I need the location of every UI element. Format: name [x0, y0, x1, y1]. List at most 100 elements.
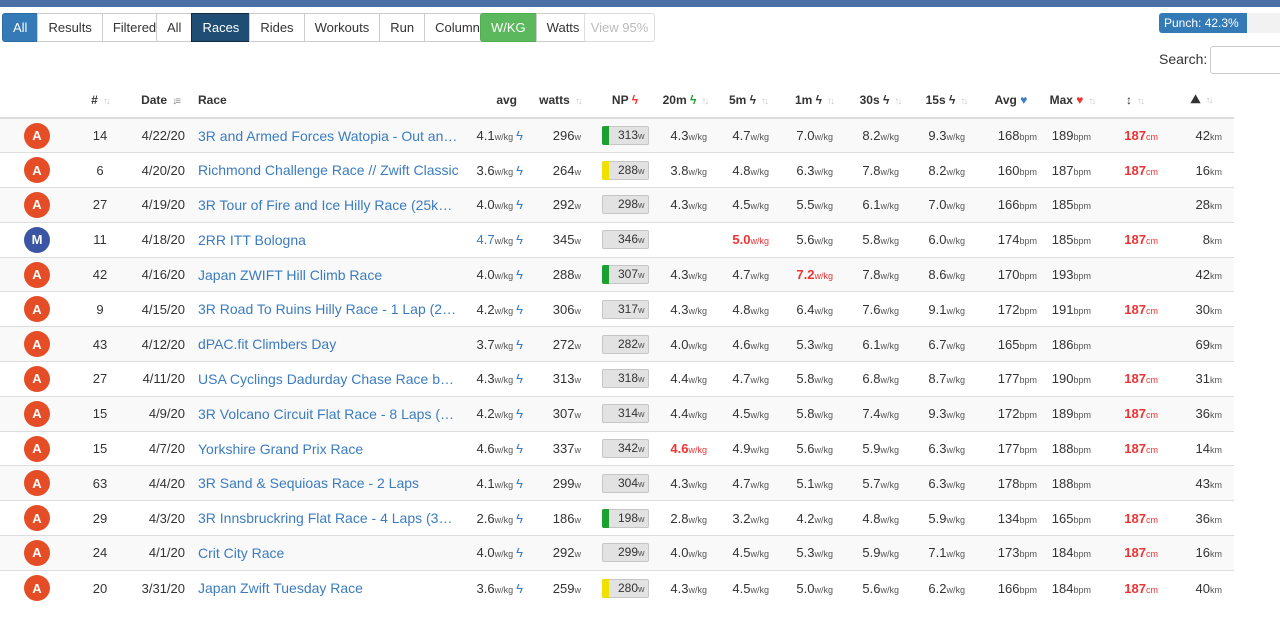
col-1m-header[interactable]: 1m ϟ ↑↓: [781, 82, 847, 119]
col-np-header[interactable]: NP ϟ: [595, 82, 655, 119]
col-date-header[interactable]: Date ↓≡: [125, 82, 195, 119]
bolt-icon[interactable]: ϟ: [516, 545, 523, 561]
avg-number: 3.6: [476, 162, 495, 178]
unit-label: w/kg: [688, 166, 707, 177]
race-link[interactable]: Richmond Challenge Race // Zwift Classic: [198, 162, 459, 179]
race-link[interactable]: 3R Sand & Sequioas Race - 2 Laps: [198, 475, 420, 492]
bolt-icon[interactable]: ϟ: [516, 232, 523, 248]
bolt-icon[interactable]: ϟ: [516, 475, 523, 491]
power-15s-cell-value: 8.6w/kg: [928, 267, 965, 282]
col-hr-avg-header[interactable]: Avg ♥: [979, 82, 1043, 119]
race-link[interactable]: Japan ZWIFT Hill Climb Race: [198, 266, 383, 283]
race-link[interactable]: 3R Road To Ruins Hilly Race - 1 Lap (29.…: [198, 301, 460, 318]
col-race-label: Race: [198, 92, 227, 107]
power-1m-cell-value: 5.1w/kg: [796, 476, 833, 491]
race-link[interactable]: Japan Zwift Tuesday Race: [198, 580, 363, 596]
race-link[interactable]: 3R and Armed Forces Watopia - Out and Ba…: [198, 127, 460, 144]
bolt-icon[interactable]: ϟ: [516, 267, 523, 283]
search-input[interactable]: [1210, 46, 1280, 74]
type-run-button[interactable]: Run: [379, 13, 426, 42]
race-link[interactable]: dPAC.fit Climbers Day: [198, 336, 337, 353]
power-5m-cell: 4.8w/kg: [715, 291, 781, 327]
type-races-button[interactable]: Races: [191, 13, 251, 42]
bolt-icon[interactable]: ϟ: [516, 336, 523, 352]
hr-max-cell: 190bpm: [1043, 361, 1101, 397]
watts-toggle-button[interactable]: Watts: [535, 13, 591, 42]
col-avg-header[interactable]: avg: [468, 82, 525, 119]
power-30s-cell: 8.2w/kg: [847, 117, 913, 153]
unit-label: bpm: [1019, 201, 1037, 212]
np-number: 307: [617, 267, 638, 282]
col-distance-header[interactable]: ⛰ ↑↓: [1168, 82, 1234, 119]
avg-number: 4.0: [476, 197, 495, 213]
power-30s-cell-value: 6.1w/kg: [862, 337, 899, 352]
bolt-icon[interactable]: ϟ: [516, 128, 523, 144]
bolt-icon[interactable]: ϟ: [516, 371, 523, 387]
hr-avg-number: 170: [997, 267, 1020, 283]
hr-avg-number: 134: [997, 510, 1020, 526]
race-link[interactable]: Crit City Race: [198, 544, 285, 561]
col-watts-header[interactable]: watts ↑↓: [525, 82, 595, 119]
power-15s-cell-value: 7.0w/kg: [928, 197, 965, 212]
col-category: [0, 82, 75, 119]
distance-number: 8: [1202, 232, 1210, 248]
power-5m-cell: 4.7w/kg: [715, 117, 781, 153]
bolt-icon[interactable]: ϟ: [516, 197, 523, 213]
unit-label: w/kg: [688, 271, 707, 282]
type-workouts-button[interactable]: Workouts: [303, 13, 381, 42]
col-20m-header[interactable]: 20m ϟ ↑↓: [655, 82, 715, 119]
power-1m-cell: 5.3w/kg: [781, 326, 847, 362]
race-link[interactable]: 2RR ITT Bologna: [198, 231, 306, 248]
np-cell: 342w: [595, 430, 655, 466]
category-cell: A: [0, 430, 75, 466]
wkg-toggle-button[interactable]: W/KG: [480, 13, 537, 42]
power-15s-cell: 6.3w/kg: [913, 465, 979, 501]
unit-label: w/kg: [688, 375, 707, 386]
bolt-icon[interactable]: ϟ: [516, 441, 523, 457]
filter-all-button[interactable]: All: [2, 13, 39, 42]
power-15s-cell-number: 6.3: [928, 475, 947, 491]
col-15s-label: 15s: [925, 92, 946, 107]
col-5m-header[interactable]: 5m ϟ ↑↓: [715, 82, 781, 119]
race-link[interactable]: USA Cyclings Dadurday Chase Race by Scot…: [198, 370, 460, 387]
bolt-icon[interactable]: ϟ: [516, 406, 523, 422]
power-5m-cell-number: 4.7: [732, 267, 751, 283]
col-race-header[interactable]: Race: [195, 82, 468, 119]
bolt-icon[interactable]: ϟ: [516, 162, 523, 178]
col-15s-header[interactable]: 15s ϟ ↑↓: [913, 82, 979, 119]
bolt-icon[interactable]: ϟ: [516, 580, 523, 596]
avg-cell: 4.0w/kg ϟ: [468, 256, 525, 292]
rank-cell: 11: [75, 221, 125, 258]
bolt-icon[interactable]: ϟ: [516, 301, 523, 317]
hr-avg-cell: 168bpm: [979, 117, 1043, 153]
date-cell: 4/16/20: [125, 256, 195, 292]
category-cell: A: [0, 500, 75, 536]
bolt-icon[interactable]: ϟ: [516, 510, 523, 526]
power-1m-cell-number: 7.2: [796, 267, 815, 283]
race-link[interactable]: Yorkshire Grand Prix Race: [198, 440, 364, 457]
power-20m-cell-value: 4.4w/kg: [670, 371, 707, 386]
power-1m-cell-number: 5.3: [796, 545, 815, 561]
power-30s-cell: 7.8w/kg: [847, 256, 913, 292]
race-link[interactable]: 3R Innsbruckring Flat Race - 4 Laps (35.…: [198, 510, 460, 527]
col-height-header[interactable]: ↕ ↑↓: [1101, 82, 1168, 119]
filter-results-button[interactable]: Results: [37, 13, 103, 42]
col-hr-max-header[interactable]: Max ♥ ↑↓: [1043, 82, 1101, 119]
view-95-button[interactable]: View 95%: [584, 13, 655, 42]
unit-label: km: [1210, 549, 1222, 560]
race-link[interactable]: 3R Tour of Fire and Ice Hilly Race (25km…: [198, 196, 460, 213]
avg-cell: 4.1w/kg ϟ: [468, 117, 525, 153]
col-number-header[interactable]: # ↑↓: [75, 82, 125, 119]
hr-max-cell: 184bpm: [1043, 535, 1101, 571]
type-rides-button[interactable]: Rides: [249, 13, 305, 42]
distance-number: 16: [1195, 162, 1210, 178]
np-box: 346w: [601, 230, 649, 250]
race-link[interactable]: 3R Volcano Circuit Flat Race - 8 Laps (3…: [198, 405, 460, 422]
power-15s-cell: 6.7w/kg: [913, 326, 979, 362]
col-30s-header[interactable]: 30s ϟ ↑↓: [847, 82, 913, 119]
power-5m-cell-number: 3.2: [732, 510, 751, 526]
top-nav-bar: [0, 0, 1280, 7]
unit-label: w/kg: [880, 549, 899, 560]
type-all-button[interactable]: All: [156, 13, 193, 42]
power-20m-cell: [655, 221, 715, 258]
